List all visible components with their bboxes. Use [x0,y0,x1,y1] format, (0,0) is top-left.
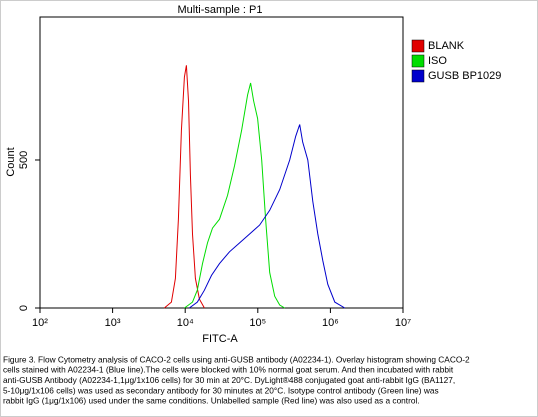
legend-label: ISO [428,55,447,67]
y-tick-label: 500 [18,151,30,169]
legend-swatch [411,54,425,68]
histogram-line [163,65,205,309]
histogram-line [189,124,346,309]
x-tick-label: 10⁴ [177,317,194,329]
x-tick-label: 10² [32,317,48,329]
x-tick-label: 10⁶ [322,317,339,329]
y-axis-label: Count [5,147,17,176]
y-tick-label: 0 [18,305,30,311]
x-tick-label: 10⁵ [249,317,266,329]
caption-line: anti-GUSB Antibody (A02234-1,1μg/1x106 c… [3,375,455,385]
legend-swatch [411,39,425,53]
caption-line: rabbit IgG (1μg/1x106) used under the sa… [3,396,420,406]
caption-line: 5-10μg/1x106 cells) was used as secondar… [3,385,439,395]
legend-swatch [411,69,425,83]
plot-border [39,16,404,309]
chart-title: Multi-sample : P1 [178,4,263,16]
legend-label: GUSB BP1029 [428,70,501,82]
x-axis-label: FITC-A [202,333,238,345]
caption-line: Figure 3. Flow Cytometry analysis of CAC… [3,354,470,364]
x-tick-label: 10⁷ [395,317,411,329]
x-tick-label: 10³ [105,317,121,329]
caption-line: cells stained with A02234-1 (Blue line).… [3,365,454,375]
histogram-line [184,82,285,309]
legend-label: BLANK [428,40,465,52]
